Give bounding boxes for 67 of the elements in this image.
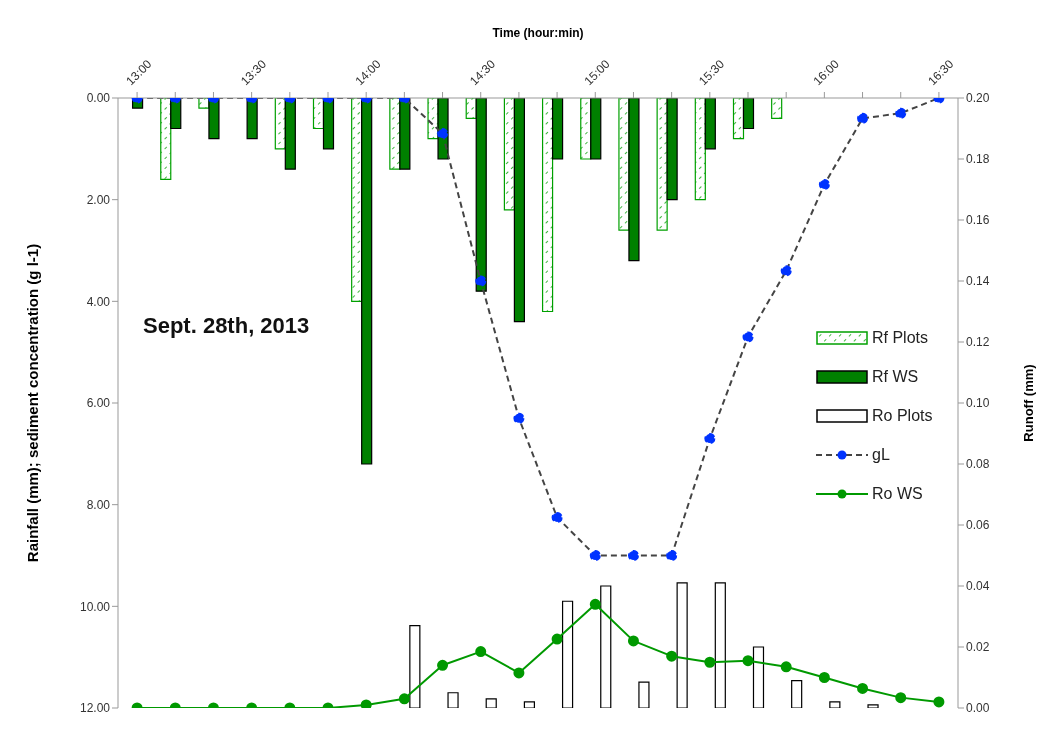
bar	[485, 698, 497, 708]
bar	[160, 98, 172, 180]
point	[513, 412, 525, 424]
bar	[829, 701, 841, 708]
bar	[361, 98, 373, 465]
bar	[284, 98, 296, 170]
bar	[551, 98, 564, 160]
y2-tick-label: 0.04	[966, 579, 990, 594]
y2-tick-label: 0.06	[966, 518, 990, 533]
annotation: Sept. 28th, 2013	[143, 313, 310, 339]
bar	[694, 98, 706, 201]
bar	[447, 692, 459, 708]
bar	[791, 679, 803, 708]
y-axis-title: Rainfall (mm); sediment concentration (g l-1)	[24, 243, 42, 563]
y-tick-label: 0.00	[86, 91, 111, 106]
bar	[513, 98, 525, 323]
y2-tick-label: 0.20	[966, 91, 990, 106]
bar	[656, 98, 668, 231]
bar	[523, 701, 535, 708]
bar	[638, 681, 650, 708]
bar	[867, 704, 879, 708]
point	[475, 275, 487, 287]
bar	[399, 98, 411, 170]
bar	[208, 98, 220, 140]
y-tick-label: 10.00	[79, 599, 111, 614]
bar	[666, 98, 678, 201]
bar	[704, 98, 716, 150]
legend-label: Rf Plots	[872, 328, 929, 347]
point	[589, 550, 601, 561]
y2-tick-label: 0.00	[966, 701, 990, 716]
y-tick-label: 8.00	[86, 497, 111, 512]
y-tick-label: 6.00	[86, 396, 111, 411]
y2-tick-label: 0.18	[966, 152, 990, 167]
bar	[771, 98, 783, 119]
bar	[600, 585, 612, 708]
bar	[752, 646, 765, 708]
bar	[628, 98, 640, 262]
bar	[409, 625, 421, 708]
y2-tick-label: 0.02	[966, 640, 990, 655]
y-tick-label: 12.00	[79, 701, 111, 716]
legend-label: gL	[872, 445, 890, 464]
y-tick-label: 2.00	[86, 192, 111, 207]
bar	[322, 98, 335, 150]
point	[704, 433, 716, 445]
point	[666, 550, 678, 561]
bar	[714, 582, 726, 708]
y2-tick-label: 0.08	[966, 457, 990, 472]
bar	[676, 582, 688, 708]
bar	[742, 98, 755, 130]
legend-label: Ro Plots	[872, 406, 933, 425]
point	[742, 331, 754, 343]
y2-tick-label: 0.12	[966, 335, 990, 350]
bar	[541, 98, 554, 313]
legend-label: Ro WS	[872, 484, 923, 503]
legend-label: Rf WS	[872, 367, 919, 386]
point	[551, 511, 563, 523]
bar	[590, 98, 602, 160]
y2-axis-title: Runoff (mm)	[1020, 364, 1036, 442]
point	[780, 265, 792, 277]
bar	[561, 600, 574, 708]
y2-tick-label: 0.10	[966, 396, 990, 411]
y2-tick-label: 0.14	[966, 274, 990, 289]
point	[627, 550, 639, 561]
y-tick-label: 4.00	[86, 294, 111, 309]
x-axis-title: Time (hour:min)	[492, 25, 584, 40]
bar	[475, 98, 487, 292]
y2-tick-label: 0.16	[966, 213, 990, 228]
